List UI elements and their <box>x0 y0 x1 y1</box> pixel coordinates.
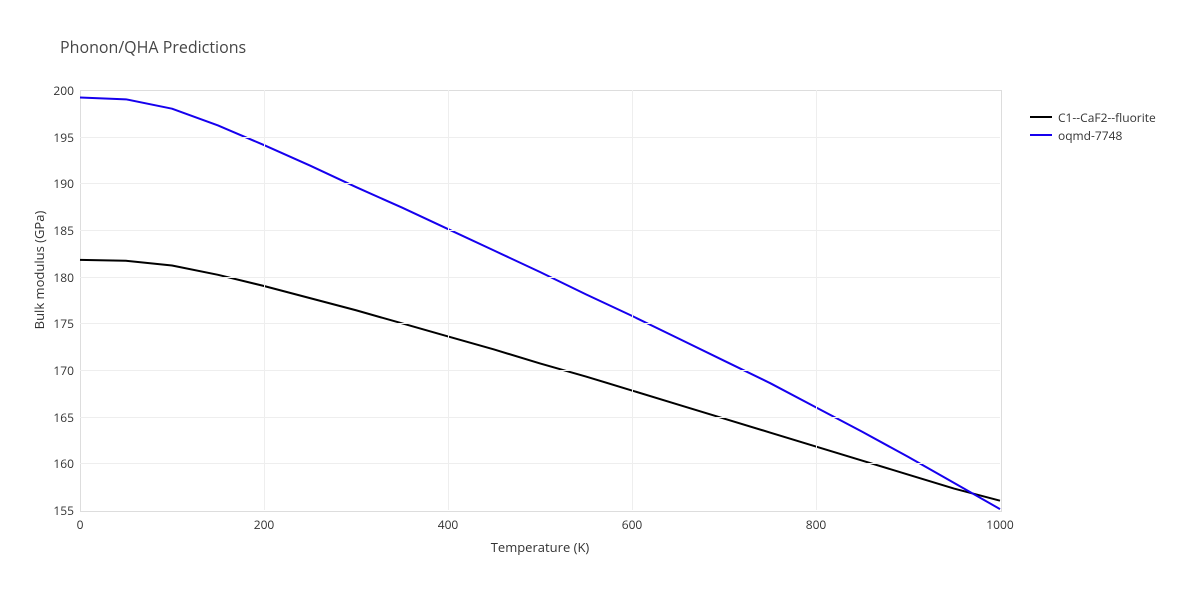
legend-swatch <box>1030 134 1052 136</box>
grid-line-vertical <box>448 90 449 510</box>
grid-line-horizontal <box>80 137 1000 138</box>
grid-line-horizontal <box>80 417 1000 418</box>
legend: C1--CaF2--fluoriteoqmd-7748 <box>1030 108 1156 144</box>
legend-label: C1--CaF2--fluorite <box>1058 109 1156 126</box>
chart-root: Phonon/QHA Predictions Temperature (K) B… <box>0 0 1200 600</box>
y-tick-label: 195 <box>53 129 74 146</box>
grid-line-vertical <box>632 90 633 510</box>
grid-line-horizontal <box>80 370 1000 371</box>
y-tick-label: 170 <box>53 362 74 379</box>
grid-line-vertical <box>816 90 817 510</box>
y-tick-label: 175 <box>53 315 74 332</box>
x-tick-label: 200 <box>249 516 279 533</box>
legend-item[interactable]: C1--CaF2--fluorite <box>1030 108 1156 126</box>
y-tick-label: 200 <box>53 82 74 99</box>
series-svg <box>0 0 1200 600</box>
legend-label: oqmd-7748 <box>1058 127 1122 144</box>
y-tick-label: 185 <box>53 222 74 239</box>
series-line[interactable] <box>80 260 1000 501</box>
legend-item[interactable]: oqmd-7748 <box>1030 126 1156 144</box>
x-tick-label: 600 <box>617 516 647 533</box>
grid-line-horizontal <box>80 323 1000 324</box>
y-axis-label: Bulk modulus (GPa) <box>30 170 48 370</box>
x-tick-label: 1000 <box>985 516 1015 533</box>
series-line[interactable] <box>80 97 1000 509</box>
y-tick-label: 160 <box>53 455 74 472</box>
grid-line-horizontal <box>80 183 1000 184</box>
x-axis-label: Temperature (K) <box>80 538 1000 556</box>
y-tick-label: 155 <box>53 502 74 519</box>
grid-line-horizontal <box>80 277 1000 278</box>
grid-line-horizontal <box>80 463 1000 464</box>
y-tick-label: 165 <box>53 409 74 426</box>
y-tick-label: 180 <box>53 269 74 286</box>
grid-line-horizontal <box>80 230 1000 231</box>
legend-swatch <box>1030 116 1052 118</box>
x-tick-label: 400 <box>433 516 463 533</box>
grid-line-vertical <box>264 90 265 510</box>
x-tick-label: 800 <box>801 516 831 533</box>
y-tick-label: 190 <box>53 175 74 192</box>
